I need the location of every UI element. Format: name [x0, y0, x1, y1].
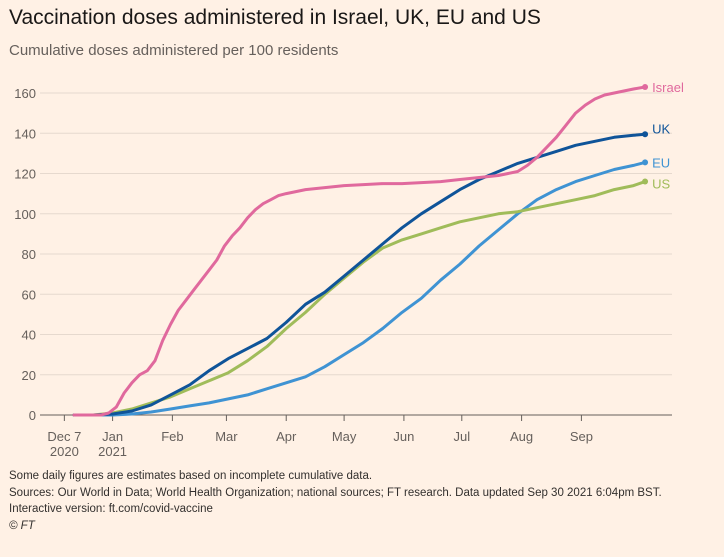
endpoint-us [642, 178, 649, 185]
endpoint-uk [642, 131, 649, 138]
line-us [72, 180, 647, 417]
x-tick-label-3: Mar [215, 429, 238, 444]
y-tick-label-0: 0 [29, 408, 36, 423]
x-tick-label-2: Feb [161, 429, 183, 444]
sources: Sources: Our World in Data; World Health… [9, 486, 662, 499]
x-tick-label-1: Jan [102, 429, 123, 444]
chart-footer: Some daily figures are estimates based o… [9, 468, 662, 534]
y-tick-label-140: 140 [14, 126, 36, 141]
x-tick-label-0: Dec 7 [47, 429, 81, 444]
label-us: US [652, 177, 670, 192]
label-israel: Israel [652, 80, 684, 95]
chart-subtitle: Cumulative doses administered per 100 re… [9, 42, 339, 59]
y-tick-label-60: 60 [22, 287, 36, 302]
y-tick-label-160: 160 [14, 86, 36, 101]
endpoint-israel [642, 83, 649, 90]
y-tick-label-20: 20 [22, 368, 36, 383]
x-tick-label-6: Jun [393, 429, 414, 444]
label-eu: EU [652, 155, 670, 170]
copyright: © FT [9, 519, 35, 532]
x-tick-label-9: Sep [570, 429, 593, 444]
y-tick-label-100: 100 [14, 207, 36, 222]
line-eu [72, 160, 647, 417]
x-tick-label-8: Aug [510, 429, 533, 444]
endpoint-eu [642, 159, 649, 166]
x-tick-sublabel-0: 2020 [50, 444, 79, 459]
y-tick-label-80: 80 [22, 247, 36, 262]
series-labels: EU US UK Israel [652, 80, 684, 192]
y-tick-label-40: 40 [22, 328, 36, 343]
line-uk [72, 132, 647, 417]
label-uk: UK [652, 121, 670, 136]
y-axis-ticks: 0 20 40 60 80 100 120 140 160 [14, 86, 36, 423]
interactive-link: Interactive version: ft.com/covid-vaccin… [9, 503, 213, 515]
x-tick-sublabel-1: 2021 [98, 444, 127, 459]
series-lines [72, 83, 649, 417]
x-tick-label-5: May [332, 429, 357, 444]
footnote: Some daily figures are estimates based o… [9, 470, 373, 482]
y-tick-label-120: 120 [14, 167, 36, 182]
chart-title: Vaccination doses administered in Israel… [9, 6, 541, 29]
gridlines [40, 92, 672, 416]
line-israel [72, 85, 647, 417]
x-tick-label-4: Apr [276, 429, 297, 444]
x-tick-label-7: Jul [453, 429, 470, 444]
